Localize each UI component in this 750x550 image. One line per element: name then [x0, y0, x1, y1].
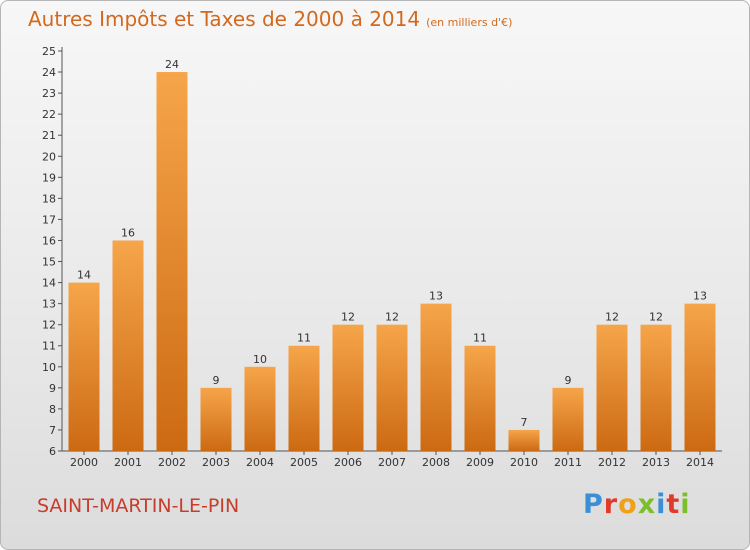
data-label: 13 [429, 290, 443, 303]
y-tick-label: 15 [42, 256, 56, 269]
y-tick-label: 23 [42, 87, 56, 100]
y-tick-label: 9 [49, 382, 56, 395]
logo-letter: r [603, 489, 619, 520]
chart-title-block: Autres Impôts et Taxes de 2000 à 2014 (en… [28, 7, 512, 31]
y-tick-label: 17 [42, 213, 56, 226]
y-tick-label: 25 [42, 45, 56, 58]
logo-letter: o [618, 489, 638, 520]
data-label: 16 [121, 226, 135, 239]
data-label: 11 [297, 332, 311, 345]
logo-letter: x [637, 489, 657, 520]
data-label: 10 [253, 353, 267, 366]
data-label: 11 [473, 332, 487, 345]
proxiti-logo: Proxiti [583, 489, 691, 520]
data-label: 7 [521, 416, 528, 429]
bar [156, 72, 188, 451]
y-tick-label: 12 [42, 319, 56, 332]
data-label: 12 [385, 311, 399, 324]
bar [112, 240, 144, 451]
data-label: 9 [565, 374, 572, 387]
data-label: 12 [605, 311, 619, 324]
y-tick-label: 8 [49, 403, 56, 416]
y-tick-label: 20 [42, 150, 56, 163]
data-label: 13 [693, 290, 707, 303]
bar [288, 345, 320, 451]
data-label: 12 [649, 311, 663, 324]
y-tick-label: 24 [42, 66, 56, 79]
bar [420, 303, 452, 451]
data-label: 24 [165, 58, 179, 71]
bar [684, 303, 716, 451]
x-tick-label: 2008 [422, 456, 450, 469]
data-label: 9 [213, 374, 220, 387]
bar [552, 387, 584, 451]
y-tick-label: 14 [42, 277, 56, 290]
x-tick-label: 2010 [510, 456, 538, 469]
y-tick-label: 16 [42, 234, 56, 247]
bar [640, 324, 672, 451]
bar [200, 387, 232, 451]
bar [68, 282, 100, 451]
y-tick-label: 19 [42, 171, 56, 184]
bar [464, 345, 496, 451]
commune-name: SAINT-MARTIN-LE-PIN [37, 495, 240, 517]
x-tick-label: 2007 [378, 456, 406, 469]
data-label: 14 [77, 269, 91, 282]
x-tick-label: 2009 [466, 456, 494, 469]
bar [376, 324, 408, 451]
x-tick-label: 2000 [70, 456, 98, 469]
logo-letter: i [680, 489, 691, 520]
y-tick-label: 6 [49, 445, 56, 458]
logo-letter: P [583, 489, 604, 520]
y-tick-label: 22 [42, 108, 56, 121]
x-tick-label: 2001 [114, 456, 142, 469]
y-tick-label: 10 [42, 361, 56, 374]
y-tick-label: 11 [42, 340, 56, 353]
x-tick-label: 2003 [202, 456, 230, 469]
y-tick-label: 13 [42, 298, 56, 311]
y-tick-label: 7 [49, 424, 56, 437]
bar [508, 429, 540, 451]
logo-letter: t [666, 489, 681, 520]
bar [332, 324, 364, 451]
data-label: 12 [341, 311, 355, 324]
x-tick-label: 2011 [554, 456, 582, 469]
x-tick-label: 2005 [290, 456, 318, 469]
x-tick-label: 2002 [158, 456, 186, 469]
y-tick-label: 18 [42, 192, 56, 205]
chart-title: Autres Impôts et Taxes de 2000 à 2014 [28, 7, 421, 31]
x-tick-label: 2012 [598, 456, 626, 469]
bar [244, 366, 276, 451]
logo-letter: i [656, 489, 667, 520]
x-tick-label: 2004 [246, 456, 274, 469]
x-tick-label: 2014 [686, 456, 714, 469]
x-tick-label: 2013 [642, 456, 670, 469]
y-tick-label: 21 [42, 129, 56, 142]
x-tick-label: 2006 [334, 456, 362, 469]
chart-unit: (en milliers d'€) [426, 16, 513, 29]
bar [596, 324, 628, 451]
